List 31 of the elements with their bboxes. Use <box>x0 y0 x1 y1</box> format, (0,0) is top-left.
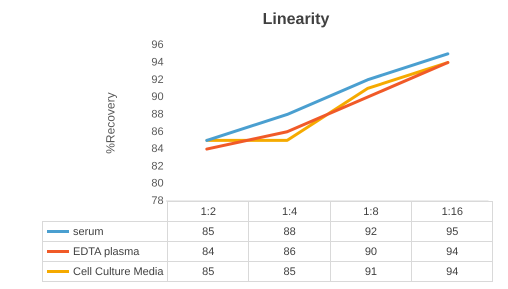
y-tick-label: 84 <box>151 143 164 156</box>
legend-label: Cell Culture Media <box>42 262 168 282</box>
y-axis-title: %Recovery <box>104 92 118 154</box>
y-tick-label: 82 <box>151 160 164 172</box>
data-label: 88 <box>248 222 330 242</box>
y-tick-label: 96 <box>151 39 164 52</box>
data-label: 91 <box>330 262 412 282</box>
y-tick-label: 86 <box>151 126 164 138</box>
x-tick-label: 1:4 <box>248 202 330 222</box>
y-tick-label: 94 <box>151 56 164 69</box>
data-label: 85 <box>248 262 330 282</box>
y-tick-label: 90 <box>151 91 164 104</box>
y-tick-label: 78 <box>151 195 164 208</box>
data-label: 84 <box>168 242 249 262</box>
data-label: 90 <box>330 242 412 262</box>
x-tick-label: 1:2 <box>168 202 249 222</box>
data-label: 95 <box>412 222 493 242</box>
data-label: 92 <box>330 222 412 242</box>
y-tick-label: 88 <box>151 108 164 120</box>
legend-label: EDTA plasma <box>42 242 168 262</box>
y-tick-label: 80 <box>151 178 164 190</box>
data-label: 94 <box>412 242 493 262</box>
y-tick-label: 92 <box>151 74 164 86</box>
x-tick-label: 1:16 <box>412 202 493 222</box>
legend-label: serum <box>42 222 168 242</box>
chart-title: Linearity <box>262 11 330 28</box>
data-label: 85 <box>168 222 249 242</box>
data-label: 86 <box>248 242 330 262</box>
data-label: 85 <box>168 262 249 282</box>
data-label: 94 <box>412 262 493 282</box>
x-tick-label: 1:8 <box>330 202 412 222</box>
